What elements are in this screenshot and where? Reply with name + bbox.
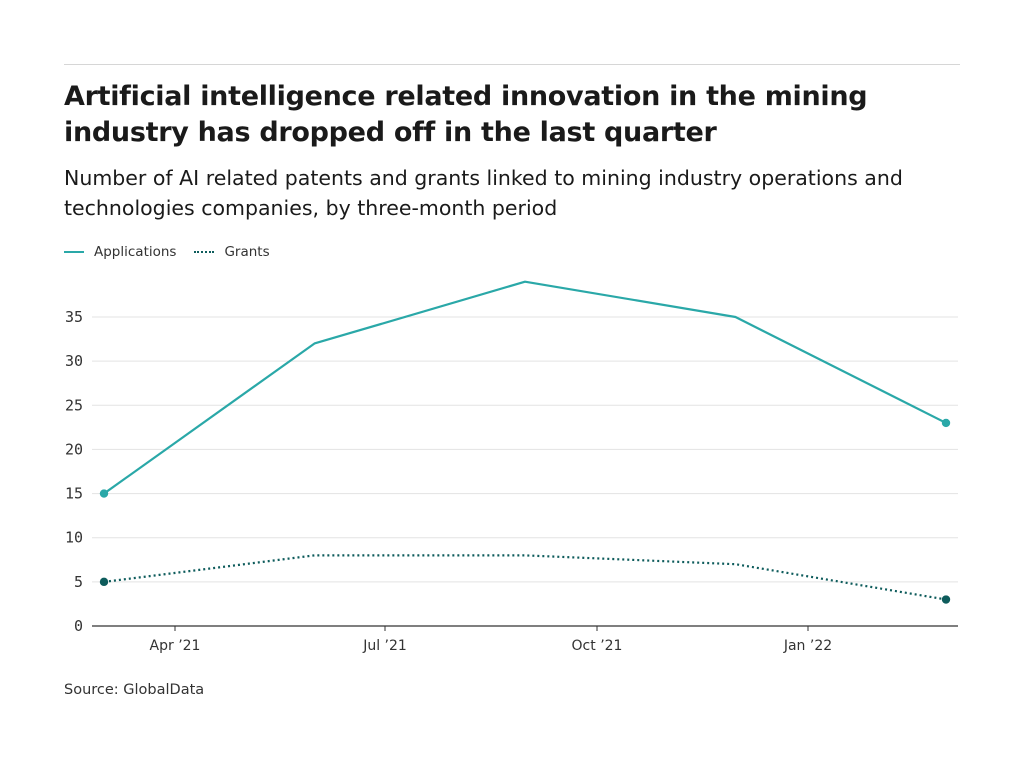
y-tick-label: 25 <box>65 396 83 414</box>
y-tick-label: 10 <box>65 529 83 547</box>
x-axis-ticks: Apr ’21 Jul ’21 Oct ’21 Jan ’22 <box>150 626 832 654</box>
y-tick-label: 15 <box>65 485 83 503</box>
data-point-grants[interactable] <box>99 577 109 587</box>
data-point-grants[interactable] <box>941 595 951 604</box>
chart-subtitle: Number of AI related patents and grants … <box>64 166 903 220</box>
source-note: Source: GlobalData <box>64 682 205 698</box>
y-tick-label: 30 <box>65 352 83 370</box>
data-point-applications[interactable] <box>99 489 109 498</box>
legend-label-applications: Applications <box>94 244 177 260</box>
y-tick-label: 35 <box>65 308 83 326</box>
legend-label-grants: Grants <box>224 244 270 260</box>
legend-swatch-applications <box>64 251 84 253</box>
x-tick-label: Jan ’22 <box>783 638 832 654</box>
series-line-applications <box>103 280 947 495</box>
y-tick-label: 0 <box>74 617 83 635</box>
x-tick-label: Apr ’21 <box>150 638 201 654</box>
legend-item-applications[interactable]: Applications <box>64 244 176 260</box>
grid <box>92 316 958 627</box>
legend: Applications Grants <box>64 242 288 262</box>
top-rule <box>64 64 960 65</box>
chart-title: Artificial intelligence related innovati… <box>64 81 868 148</box>
series-line-grants <box>103 554 947 601</box>
series-layer <box>99 280 951 604</box>
y-axis-ticks: 0 5 10 15 20 25 30 35 <box>65 308 83 635</box>
legend-item-grants[interactable]: Grants <box>194 244 270 260</box>
x-tick-label: Jul ’21 <box>362 638 407 654</box>
data-point-applications[interactable] <box>941 418 951 428</box>
x-tick-label: Oct ’21 <box>572 638 623 654</box>
y-tick-label: 20 <box>65 440 83 458</box>
legend-swatch-grants <box>194 251 215 253</box>
y-tick-label: 5 <box>74 573 83 591</box>
